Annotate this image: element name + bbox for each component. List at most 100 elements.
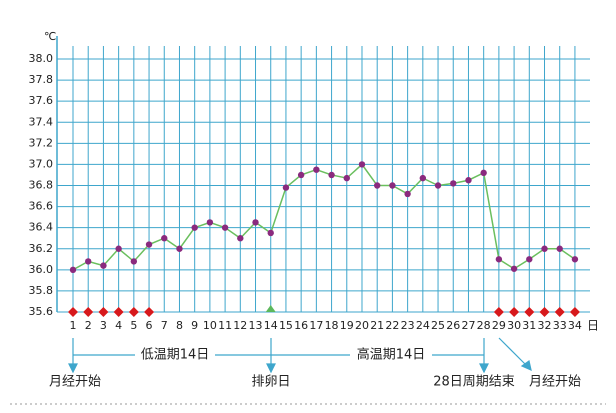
x-tick-label: 15 [279, 319, 293, 332]
data-point [267, 229, 274, 237]
data-point [115, 245, 122, 252]
x-tick-label: 24 [416, 319, 430, 332]
x-tick-label: 10 [203, 319, 217, 332]
y-tick-label: 35.8 [29, 284, 54, 297]
x-tick-label: 14 [264, 319, 278, 332]
x-tick-label: 1 [70, 319, 77, 332]
data-point [237, 235, 244, 242]
x-tick-label: 17 [309, 319, 323, 332]
annotation: 高温期14日 [357, 347, 426, 363]
data-point [571, 256, 579, 263]
x-tick-label: 26 [446, 319, 460, 332]
data-point [100, 262, 107, 269]
data-point [130, 258, 138, 265]
annotation-arrows [68, 337, 532, 374]
data-point [541, 245, 548, 252]
x-tick-label: 31 [522, 319, 536, 332]
x-tick-label: 8 [176, 319, 183, 332]
data-point [221, 224, 229, 231]
data-point [465, 177, 472, 184]
annotation: 28日周期结束 [433, 375, 515, 390]
data-point [145, 241, 153, 248]
period-marker [83, 307, 94, 317]
period-marker [554, 307, 565, 317]
x-tick-label: 6 [146, 319, 153, 332]
x-tick-label: 28 [477, 319, 491, 332]
data-point [85, 258, 92, 265]
data-point [176, 245, 183, 252]
y-tick-label: 37.0 [29, 157, 54, 170]
period-marker [98, 307, 109, 317]
annotation: 低温期14日 [141, 348, 210, 363]
annotation: 排卵日 [251, 375, 290, 390]
y-tick-label: 37.8 [29, 73, 54, 86]
x-tick-label: 11 [218, 319, 232, 332]
x-tick-label: 4 [115, 319, 122, 332]
data-point [161, 235, 168, 242]
data-point [434, 182, 442, 189]
x-tick-label: 21 [370, 319, 384, 332]
annotation: 月经开始 [49, 375, 101, 390]
period-marker [144, 307, 155, 317]
data-point [343, 174, 350, 182]
data-point [297, 171, 305, 179]
x-tick-label: 23 [401, 319, 415, 332]
data-point [282, 184, 290, 191]
y-tick-label: 36.8 [29, 179, 54, 192]
x-tick-label: 19 [340, 319, 354, 332]
x-tick-label: 7 [161, 319, 168, 332]
data-point [526, 256, 533, 263]
data-point [358, 161, 366, 168]
x-tick-label: 32 [538, 319, 552, 332]
x-tick-label: 34 [568, 319, 582, 332]
data-point [419, 174, 427, 182]
x-tick-label: 33 [553, 319, 567, 332]
x-tick-label: 18 [325, 319, 339, 332]
y-unit: ℃ [44, 30, 56, 43]
period-marker [128, 307, 139, 317]
x-tick-label: 3 [100, 319, 107, 332]
x-tick-label: 22 [385, 319, 399, 332]
period-marker [524, 307, 535, 317]
x-tick-label: 9 [191, 319, 198, 332]
period-marker [493, 307, 504, 317]
x-tick-label: 5 [130, 319, 137, 332]
data-point [69, 266, 77, 274]
data-point [389, 182, 396, 189]
y-tick-label: 36.4 [29, 221, 54, 234]
period-marker [509, 307, 520, 317]
y-tick-label: 37.2 [29, 136, 54, 149]
data-point [313, 166, 320, 173]
data-point [328, 171, 335, 179]
period-marker [539, 307, 550, 317]
data-point [206, 219, 214, 226]
period-marker [569, 307, 580, 317]
x-tick-label: 16 [294, 319, 308, 332]
x-tick-label: 12 [233, 319, 247, 332]
data-point [404, 190, 411, 198]
y-tick-label: 37.4 [29, 115, 54, 128]
data-line [72, 163, 576, 271]
period-marker [113, 307, 124, 317]
x-tick-label: 20 [355, 319, 369, 332]
data-point [510, 265, 518, 272]
x-unit: 日 [587, 319, 599, 333]
period-marker [68, 307, 78, 317]
data-point [480, 169, 487, 177]
ovulation-marker [265, 305, 276, 312]
annotation: 月经开始 [529, 375, 581, 390]
x-tick-label: 27 [461, 319, 475, 332]
data-point [374, 182, 381, 189]
x-tick-label: 30 [507, 319, 521, 332]
y-tick-label: 36.0 [29, 263, 54, 276]
data-point [191, 224, 198, 231]
data-point [450, 180, 457, 187]
x-tick-label: 29 [492, 319, 506, 332]
x-tick-label: 2 [85, 319, 92, 332]
x-tick-label: 25 [431, 319, 445, 332]
data-point [556, 245, 563, 252]
y-tick-label: 36.2 [29, 242, 54, 255]
y-tick-label: 36.6 [29, 200, 54, 213]
x-tick-label: 13 [249, 319, 263, 332]
